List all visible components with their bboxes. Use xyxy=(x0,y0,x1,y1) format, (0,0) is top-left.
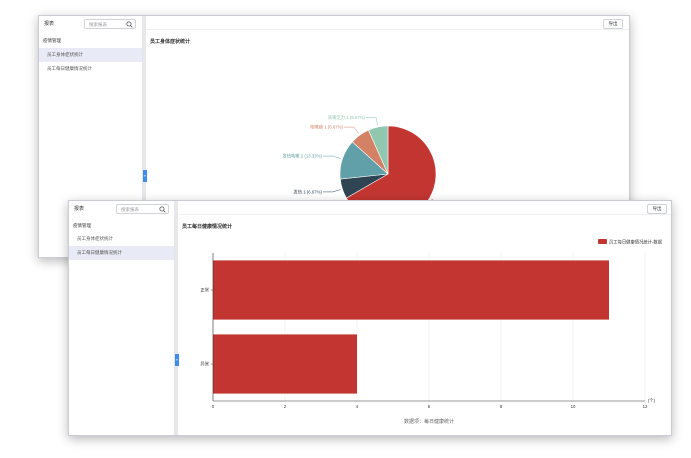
pie-label-line xyxy=(322,189,341,193)
toolbar: 导出 xyxy=(146,16,629,30)
main-panel: 导出 员工每日健康情况统计 员工每日健康情况统计-数据 0 2 4 6 8 10 12 (个)… xyxy=(178,201,671,435)
bar[interactable] xyxy=(213,260,609,320)
report-window-daily-health: 报表 搜索报表 疫情管理 员工身体症状统计 员工每日健康情况统计 « 导出 员工… xyxy=(68,200,672,436)
nav-item-symptom-stats[interactable]: 员工身体症状统计 xyxy=(39,48,142,62)
x-tick-label: 0 xyxy=(212,404,215,409)
x-tick-label: 6 xyxy=(428,404,431,409)
search-placeholder: 搜索报表 xyxy=(121,207,139,212)
pie-slice-label: 发热 1 (6.67%) xyxy=(293,188,322,195)
search-input[interactable]: 搜索报表 xyxy=(116,204,169,214)
nav-item-daily-health[interactable]: 员工每日健康情况统计 xyxy=(69,246,174,260)
pie-label-line xyxy=(322,155,341,159)
nav-item-symptom-stats[interactable]: 员工身体症状统计 xyxy=(77,236,113,241)
search-input[interactable]: 搜索报表 xyxy=(84,19,136,29)
legend-label[interactable]: 员工每日健康情况统计-数据 xyxy=(609,238,663,245)
search-placeholder: 搜索报表 xyxy=(89,22,107,27)
sidebar-title: 报表 xyxy=(44,21,55,27)
pie-label-line xyxy=(365,117,378,126)
legend-swatch[interactable] xyxy=(598,239,607,244)
report-sidebar: 报表 搜索报表 疫情管理 员工身体症状统计 员工每日健康情况统计 xyxy=(69,201,175,435)
export-button[interactable]: 导出 xyxy=(647,204,667,214)
pie-slice[interactable] xyxy=(368,125,389,175)
x-axis-title: 数据项：每日健康统计 xyxy=(404,418,454,425)
sidebar-header: 报表 搜索报表 xyxy=(39,16,142,33)
sidebar-splitter[interactable] xyxy=(143,16,146,257)
y-category-label: 异常 xyxy=(200,361,209,368)
x-tick-label: 8 xyxy=(500,404,503,409)
section-title: 疫情管理 xyxy=(73,223,91,228)
sidebar-header: 报表 搜索报表 xyxy=(69,201,174,218)
collapse-sidebar-button[interactable]: « xyxy=(143,170,147,182)
x-tick-label: 12 xyxy=(643,404,648,409)
pie-slice-label: 咳嗽痰 1 (6.67%) xyxy=(310,124,343,131)
x-tick-label: 4 xyxy=(356,404,359,409)
x-axis-unit: (个) xyxy=(648,398,656,403)
chart-title: 员工每日健康情况统计 xyxy=(182,224,233,230)
collapse-sidebar-button[interactable]: « xyxy=(175,354,179,366)
x-tick-label: 10 xyxy=(571,404,576,409)
bar[interactable] xyxy=(213,334,357,394)
bar-chart: 员工每日健康情况统计-数据 0 2 4 6 8 10 12(个) 数据项：每日健康统计 异常 正常 xyxy=(200,238,663,425)
toolbar: 导出 xyxy=(178,201,671,215)
x-tick-label: 2 xyxy=(284,404,287,409)
main-panel: 导出 员工身体症状统计 健康良好：无症状 10 (66.67%)发热 1 (6.… xyxy=(146,16,629,257)
nav-item-daily-health[interactable]: 员工每日健康情况统计 xyxy=(47,66,92,71)
pie-slice-label: 咳嗽乏力 1 (6.67%) xyxy=(328,114,366,121)
search-icon[interactable] xyxy=(126,21,133,28)
pie-chart: 健康良好：无症状 10 (66.67%)发热 1 (6.67%)发热咳嗽 2 (… xyxy=(282,114,509,223)
chart-title: 员工身体症状统计 xyxy=(150,39,191,45)
section-title: 疫情管理 xyxy=(43,38,61,43)
export-button[interactable]: 导出 xyxy=(603,19,623,29)
pie-slice-label: 发热咳嗽 2 (13.33%) xyxy=(282,153,322,160)
search-icon[interactable] xyxy=(159,206,166,213)
pie-label-line xyxy=(343,126,359,134)
sidebar-title: 报表 xyxy=(74,206,85,212)
sidebar-splitter[interactable] xyxy=(175,201,178,435)
y-category-label: 正常 xyxy=(200,287,209,294)
